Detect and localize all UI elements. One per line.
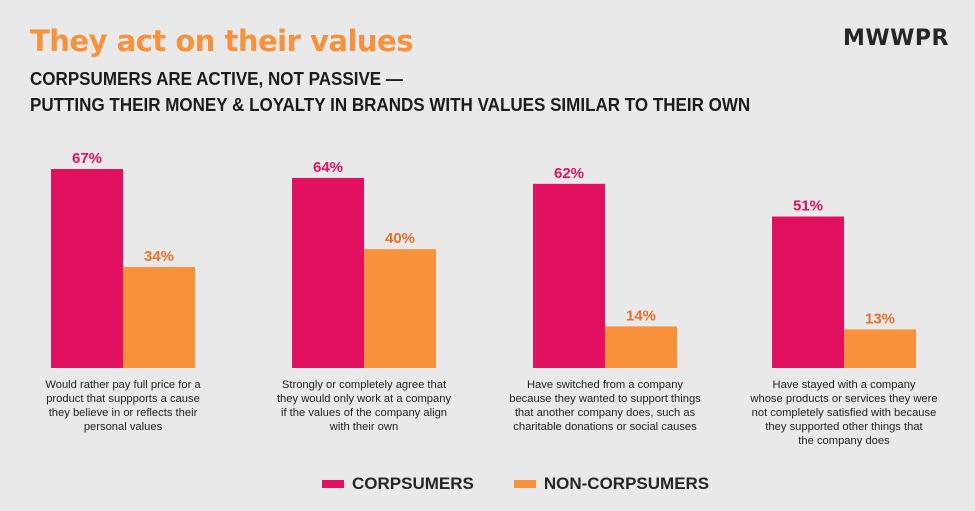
- bar-non-corpsumers-4: [844, 329, 916, 368]
- legend-item-non-corpsumers: NON-CORPSUMERS: [513, 474, 710, 494]
- subtitle-line-1: CORPSUMERS ARE ACTIVE, NOT PASSIVE —: [30, 68, 403, 89]
- bar-label-corpsumers-3: 62%: [554, 165, 584, 182]
- bar-label-non-corpsumers-4: 13%: [865, 310, 895, 327]
- bar-label-non-corpsumers-3: 14%: [626, 307, 656, 324]
- legend-label-corpsumers: CORPSUMERS: [352, 474, 474, 493]
- bar-non-corpsumers-2: [364, 249, 436, 368]
- caption-4-line-2: whose products or services they were: [750, 393, 938, 405]
- caption-4-line-1: Have stayed with a company: [772, 379, 916, 391]
- caption-1: Would rather pay full price for a product…: [3, 378, 243, 434]
- legend: CORPSUMERS NON-CORPSUMERS: [322, 474, 749, 494]
- caption-3-line-3: that another company does, such as: [514, 407, 696, 419]
- caption-3-line-2: because they wanted to support things: [509, 393, 701, 405]
- caption-4-line-5: the company does: [798, 435, 890, 447]
- caption-3: Have switched from a company because they…: [485, 378, 725, 434]
- brand-logo: MWWPR: [843, 26, 949, 51]
- caption-4: Have stayed with a company whose products…: [724, 378, 964, 448]
- caption-3-line-1: Have switched from a company: [526, 379, 684, 391]
- caption-1-line-3: they believe in or reflects their: [48, 407, 198, 419]
- bar-corpsumers-3: [533, 183, 605, 368]
- bar-label-corpsumers-1: 67%: [72, 150, 102, 167]
- page-title: They act on their values: [30, 24, 413, 58]
- caption-2-line-2: they would only work at a company: [276, 393, 452, 405]
- legend-swatch-non-corpsumers: [513, 480, 536, 488]
- legend-item-corpsumers: CORPSUMERS: [322, 474, 474, 494]
- page-subtitle: CORPSUMERS ARE ACTIVE, NOT PASSIVE — PUT…: [30, 66, 750, 118]
- caption-2-line-1: Strongly or completely agree that: [281, 379, 447, 391]
- legend-label-non-corpsumers: NON-CORPSUMERS: [543, 474, 710, 493]
- caption-2-line-4: with their own: [329, 421, 399, 433]
- bar-label-corpsumers-4: 51%: [793, 198, 823, 215]
- bar-corpsumers-1: [51, 169, 123, 368]
- bar-label-non-corpsumers-2: 40%: [385, 230, 415, 247]
- caption-1-line-2: product that suppports a cause: [46, 393, 200, 405]
- subtitle-line-2: PUTTING THEIR MONEY & LOYALTY IN BRANDS …: [30, 94, 751, 115]
- caption-1-line-4: personal values: [83, 421, 163, 433]
- caption-4-line-3: not completely satisfied with because: [751, 407, 937, 419]
- bar-label-non-corpsumers-1: 34%: [144, 248, 174, 265]
- bar-corpsumers-4: [772, 216, 844, 368]
- caption-4-line-4: they supported other things that: [765, 421, 923, 433]
- caption-2-line-3: if the values of the company align: [280, 407, 448, 419]
- caption-2: Strongly or completely agree that they wo…: [244, 378, 484, 434]
- bar-non-corpsumers-3: [605, 326, 677, 368]
- bar-chart: 67% 64% 62% 51% 34% 40% 14% 13%: [51, 150, 916, 368]
- bar-corpsumers-2: [292, 177, 364, 368]
- caption-3-line-4: charitable donations or social causes: [513, 421, 697, 433]
- bar-non-corpsumers-1: [123, 267, 195, 368]
- bar-label-corpsumers-2: 64%: [313, 159, 343, 176]
- caption-1-line-1: Would rather pay full price for a: [45, 379, 201, 391]
- legend-swatch-corpsumers: [322, 480, 344, 488]
